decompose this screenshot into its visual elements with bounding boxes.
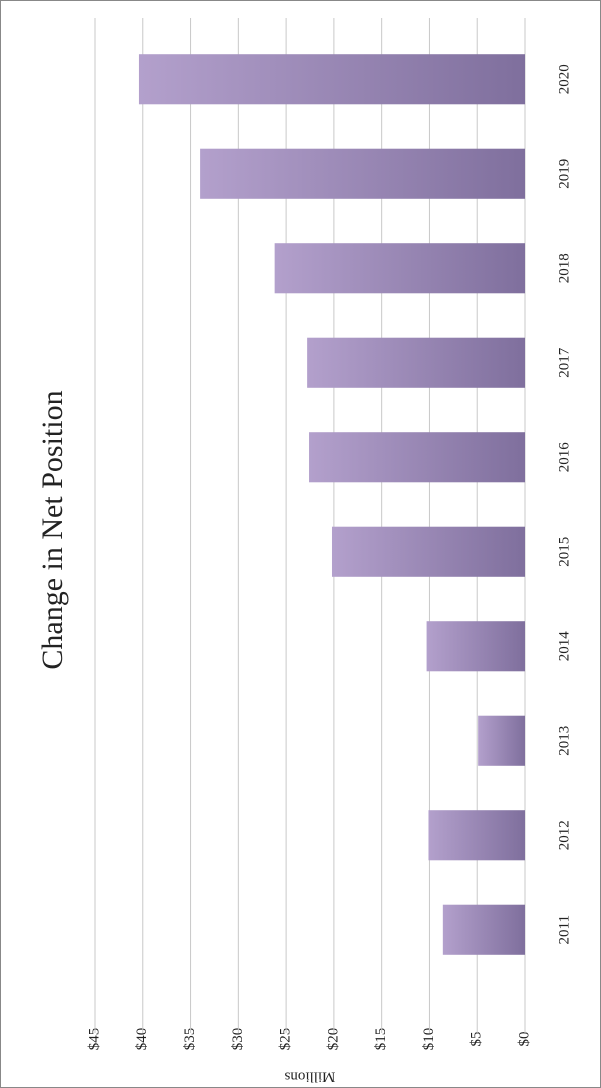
- bar: [138, 54, 525, 105]
- bar: [442, 904, 526, 955]
- y-tick-label: $20: [325, 1028, 341, 1051]
- rotated-chart: Change in Net Position Millions $0 $5 $10 $…: [36, 18, 572, 1085]
- x-tick-label: 2011: [556, 915, 572, 944]
- bar: [426, 621, 526, 672]
- y-tick-label: $35: [182, 1028, 198, 1051]
- y-tick-label: $45: [86, 1028, 102, 1051]
- chart-title: Change in Net Position: [36, 390, 69, 669]
- bar: [274, 243, 525, 294]
- x-tick-label: 2016: [556, 442, 572, 473]
- bar: [331, 526, 525, 577]
- y-tick-label: $30: [230, 1028, 246, 1051]
- y-tick-label: $0: [516, 1032, 532, 1047]
- x-tick-label: 2020: [556, 64, 572, 94]
- y-axis-title: Millions: [284, 1069, 335, 1085]
- x-tick-label: 2018: [556, 253, 572, 283]
- bar: [478, 715, 525, 766]
- bar: [428, 810, 525, 861]
- bar: [309, 432, 525, 483]
- y-tick-label: $10: [421, 1028, 437, 1051]
- bar: [307, 337, 525, 388]
- x-tick-label: 2013: [556, 726, 572, 756]
- y-tick-label: $25: [278, 1028, 294, 1051]
- y-tick-label: $5: [469, 1032, 485, 1047]
- y-tick-label: $40: [134, 1028, 150, 1051]
- x-tick-label: 2017: [556, 347, 572, 378]
- x-tick-label: 2014: [556, 631, 572, 662]
- bar: [200, 148, 525, 199]
- x-tick-label: 2019: [556, 159, 572, 189]
- y-tick-label: $15: [373, 1028, 389, 1051]
- x-tick-label: 2015: [556, 537, 572, 567]
- x-tick-label: 2012: [556, 820, 572, 850]
